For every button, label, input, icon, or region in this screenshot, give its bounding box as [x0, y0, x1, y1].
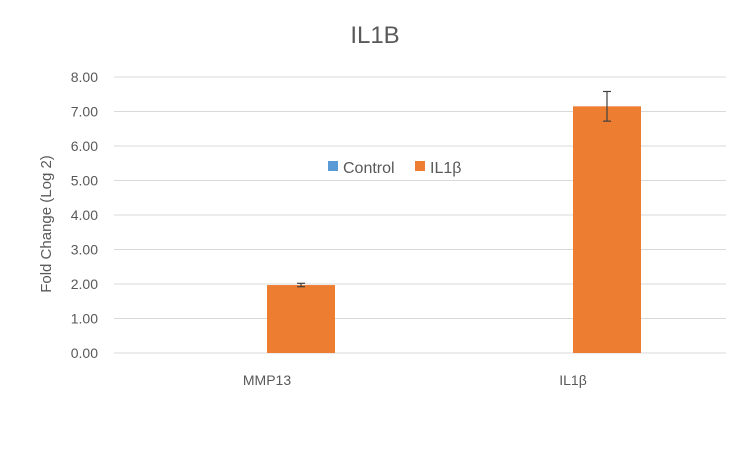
- chart-title: IL1B: [350, 22, 399, 49]
- error-bars: [297, 90, 611, 288]
- y-tick-label-8: 8.00: [71, 69, 98, 85]
- x-tick-label-0: MMP13: [243, 372, 291, 388]
- x-axis-tick-labels: MMP13 IL1β: [243, 372, 587, 388]
- bar-il1--1: [573, 106, 641, 353]
- gridlines: [114, 76, 726, 354]
- legend-label-il1b: IL1β: [430, 160, 461, 177]
- y-tick-label-1: 1.00: [71, 311, 98, 327]
- y-tick-label-3: 3.00: [71, 242, 98, 258]
- bars: [267, 106, 641, 353]
- y-tick-label-0: 0.00: [71, 345, 98, 361]
- y-tick-label-5: 5.00: [71, 173, 98, 189]
- legend-swatch-control: [328, 161, 338, 171]
- legend-swatch-il1b: [415, 161, 425, 171]
- legend: Control IL1β: [328, 160, 461, 177]
- y-axis-title: Fold Change (Log 2): [38, 155, 55, 293]
- y-tick-label-4: 4.00: [71, 207, 98, 223]
- y-tick-label-6: 6.00: [71, 138, 98, 154]
- legend-label-control: Control: [343, 160, 395, 177]
- y-tick-label-7: 7.00: [71, 104, 98, 120]
- x-tick-label-1: IL1β: [559, 372, 587, 388]
- y-axis-tick-labels: 0.00 1.00 2.00 3.00 4.00 5.00 6.00 7.00 8.00: [71, 69, 98, 361]
- bar-il1--0: [267, 285, 335, 353]
- y-tick-label-2: 2.00: [71, 276, 98, 292]
